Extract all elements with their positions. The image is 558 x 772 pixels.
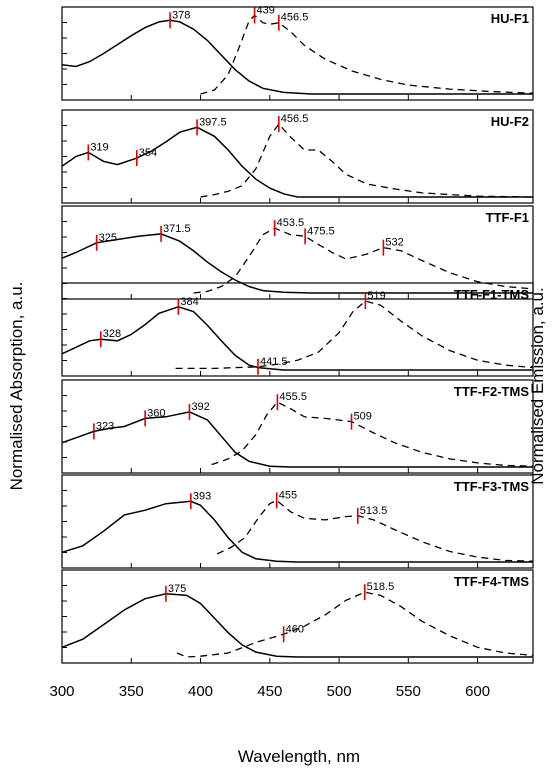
emission-line: [200, 123, 534, 198]
x-tick-label: 550: [396, 683, 421, 700]
peak-label: 384: [180, 296, 198, 308]
emission-line: [193, 227, 534, 294]
peak-label: 532: [385, 237, 403, 249]
panel-ttf-f3-tms: 393 455 513.5 TTF-F3-TMS: [61, 474, 534, 569]
panel-label: TTF-F2-TMS: [454, 384, 529, 399]
panel-label: TTF-F1: [486, 210, 529, 225]
peak-label: 319: [90, 141, 108, 153]
emission-line: [200, 14, 534, 95]
panel-hu-f1: 378 439 456.5 HU-F1: [61, 4, 534, 101]
x-tick-label: 500: [327, 683, 352, 700]
absorption-line: [61, 500, 533, 563]
panel-label: HU-F2: [491, 114, 529, 129]
absorption-line: [61, 411, 533, 468]
peak-label: 392: [191, 401, 209, 413]
peak-label: 441.5: [260, 356, 288, 368]
x-tick-label: 300: [49, 683, 74, 700]
peak-label: 393: [193, 490, 211, 502]
peak-label: 360: [147, 407, 165, 419]
panel-label: HU-F1: [491, 11, 529, 26]
x-axis-title: Wavelength, nm: [238, 747, 360, 766]
y-axis-title-right: Normalised Emission, a.u.: [528, 287, 547, 484]
peak-label: 439: [257, 4, 275, 16]
peak-label: 456.5: [281, 12, 309, 24]
peak-label: 509: [354, 411, 372, 423]
x-axis: 300 350 400 450 500 550 600: [49, 683, 490, 700]
peak-label: 378: [172, 9, 190, 21]
peak-label: 518.5: [367, 581, 395, 593]
peak-label: 371.5: [163, 223, 191, 235]
x-tick-label: 600: [465, 683, 490, 700]
absorption-line: [61, 593, 533, 658]
absorption-line: [61, 126, 533, 198]
panels-group: 378 439 456.5 HU-F1 319 354 397.5 456.5 HU-F2 325…: [61, 4, 534, 664]
peak-label: 397.5: [199, 116, 227, 128]
peak-label: 453.5: [277, 217, 305, 229]
peak-label: 475.5: [307, 225, 335, 237]
emission-line: [176, 591, 534, 658]
absorption-line: [61, 19, 533, 95]
peak-label: 325: [99, 232, 117, 244]
emission-line: [216, 499, 534, 562]
peak-label: 456.5: [281, 113, 309, 125]
emission-line: [175, 300, 534, 370]
panel-label: TTF-F4-TMS: [454, 574, 529, 589]
peak-label: 455: [279, 489, 297, 501]
absorption-line: [61, 306, 533, 371]
peak-label: 375: [168, 583, 186, 595]
peak-label: 519: [367, 290, 385, 302]
emission-line: [211, 401, 534, 467]
peak-label: 354: [139, 147, 157, 159]
panel-ttf-f4-tms: 375 460 518.5 TTF-F4-TMS: [61, 569, 534, 664]
panel-label: TTF-F1-TMS: [454, 287, 529, 302]
panel-hu-f2: 319 354 397.5 456.5 HU-F2: [61, 109, 534, 204]
panel-ttf-f2-tms: 323 360 392 455.5 509 TTF-F2-TMS: [61, 379, 534, 474]
panel-label: TTF-F3-TMS: [454, 479, 529, 494]
peak-label: 323: [96, 420, 114, 432]
absorption-line: [61, 233, 533, 294]
x-tick-label: 450: [257, 683, 282, 700]
peak-label: 460: [286, 623, 304, 635]
y-axis-title-left: Normalised Absorption, a.u.: [7, 282, 26, 491]
x-tick-label: 400: [188, 683, 213, 700]
peak-label: 455.5: [279, 391, 307, 403]
peak-label: 328: [103, 328, 121, 340]
panel-ttf-f1-tms: 328 384 441.5 519 TTF-F1-TMS: [61, 282, 534, 377]
x-tick-label: 350: [119, 683, 144, 700]
peak-label: 513.5: [360, 505, 388, 517]
